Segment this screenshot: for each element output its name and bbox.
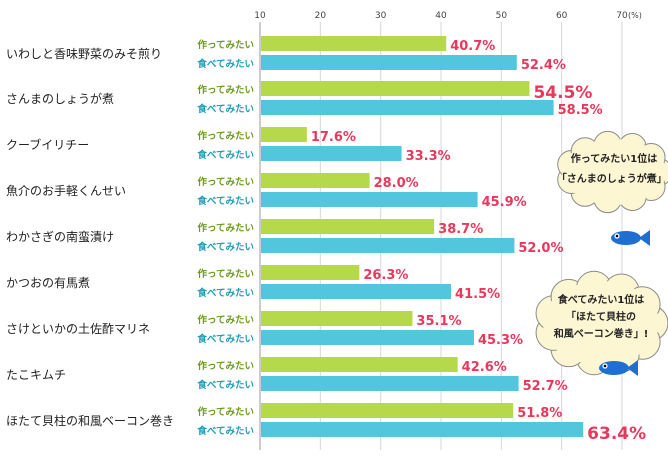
series-row-label: 食べてみたい [196, 58, 254, 70]
fish-icon [599, 360, 638, 376]
bar-value-label: 38.7% [438, 222, 483, 237]
bar-value-label: 45.9% [482, 195, 527, 210]
annotation-text: 「ほたて貝柱の [566, 310, 636, 323]
annotation-text: 作ってみたい1位は [571, 152, 657, 165]
bar-value-label: 40.7% [450, 39, 495, 54]
category-label: 魚介のお手軽くんせい [6, 184, 126, 198]
bar-eat [261, 284, 452, 299]
bar-value-label: 35.1% [416, 314, 461, 329]
category-label: さけといかの土佐酢マリネ [6, 321, 150, 336]
bar-eat [261, 376, 519, 391]
x-unit-label: (%) [628, 11, 642, 20]
bar-make [261, 403, 514, 418]
bar-value-label: 52.7% [523, 379, 568, 394]
bar-make [261, 219, 435, 234]
series-row-label: 食べてみたい [196, 195, 254, 207]
series-row-label: 作ってみたい [197, 222, 254, 234]
category-label: かつおの有馬煮 [6, 276, 90, 290]
annotation-bubble [535, 270, 668, 376]
series-row-label: 作ってみたい [197, 268, 254, 280]
x-tick-label: 70 [616, 11, 628, 21]
bar-make [261, 265, 360, 280]
annotation-text: 和風ベーコン巻き」! [553, 327, 649, 340]
series-row-label: 食べてみたい [196, 379, 254, 391]
bar-make [261, 127, 307, 142]
x-tick-label: 30 [375, 11, 387, 21]
series-row-label: 作ってみたい [197, 406, 254, 418]
bar-make [261, 36, 447, 51]
bar-value-label: 52.0% [518, 241, 563, 256]
bar-value-label: 28.0% [374, 176, 419, 191]
series-row-label: 食べてみたい [196, 333, 254, 345]
annotation-text: 「さんまのしょうが煮」! [557, 172, 668, 185]
category-label: いわしと香味野菜のみそ煎り [6, 46, 162, 61]
bar-eat [261, 330, 474, 345]
bar-eat [261, 238, 515, 253]
bar-value-label: 52.4% [521, 58, 566, 73]
category-label: たこキムチ [6, 368, 66, 382]
bar-eat [261, 146, 402, 161]
bar-eat [261, 55, 517, 70]
series-row-label: 食べてみたい [196, 287, 254, 299]
series-row-label: 食べてみたい [196, 241, 254, 253]
series-row-label: 作ってみたい [197, 39, 254, 51]
series-row-label: 作ってみたい [197, 176, 254, 188]
bar-value-label: 45.3% [478, 333, 523, 348]
x-tick-label: 50 [496, 11, 508, 21]
bar-value-label: 41.5% [455, 287, 500, 302]
bar-value-label: 42.6% [462, 360, 507, 375]
series-row-label: 作ってみたい [197, 130, 254, 142]
series-row-label: 食べてみたい [196, 103, 254, 115]
fish-icon [611, 230, 650, 246]
bar-eat [261, 100, 554, 115]
bar-make [261, 357, 458, 372]
annotation-text: 食べてみたい1位は [557, 293, 645, 306]
x-tick-label: 10 [254, 11, 266, 21]
x-tick-label: 60 [556, 11, 568, 21]
bar-make [261, 81, 530, 96]
category-label: わかさぎの南蛮漬け [6, 229, 114, 244]
bar-make [261, 311, 413, 326]
category-label: ほたて貝柱の和風ベーコン巻き [6, 413, 174, 428]
x-tick-label: 20 [315, 11, 327, 21]
bar-make [261, 173, 370, 188]
bar-value-label: 58.5% [558, 103, 603, 118]
x-tick-label: 40 [435, 11, 447, 21]
series-row-label: 作ってみたい [197, 360, 254, 372]
category-label: さんまのしょうが煮 [6, 91, 114, 106]
bar-eat [261, 422, 584, 437]
category-label: クーブイリチー [6, 137, 89, 152]
bar-value-label: 26.3% [363, 268, 408, 283]
series-row-label: 食べてみたい [196, 149, 254, 161]
series-row-label: 食べてみたい [196, 425, 254, 437]
annotation-bubble [557, 130, 668, 214]
series-row-label: 作ってみたい [197, 84, 254, 96]
bar-eat [261, 192, 478, 207]
bar-value-label: 17.6% [311, 130, 356, 145]
bar-value-label: 51.8% [517, 406, 562, 421]
bar-value-label: 63.4% [587, 424, 646, 444]
series-row-label: 作ってみたい [197, 314, 254, 326]
bar-value-label: 33.3% [406, 149, 451, 164]
bar-value-label: 54.5% [533, 83, 592, 103]
